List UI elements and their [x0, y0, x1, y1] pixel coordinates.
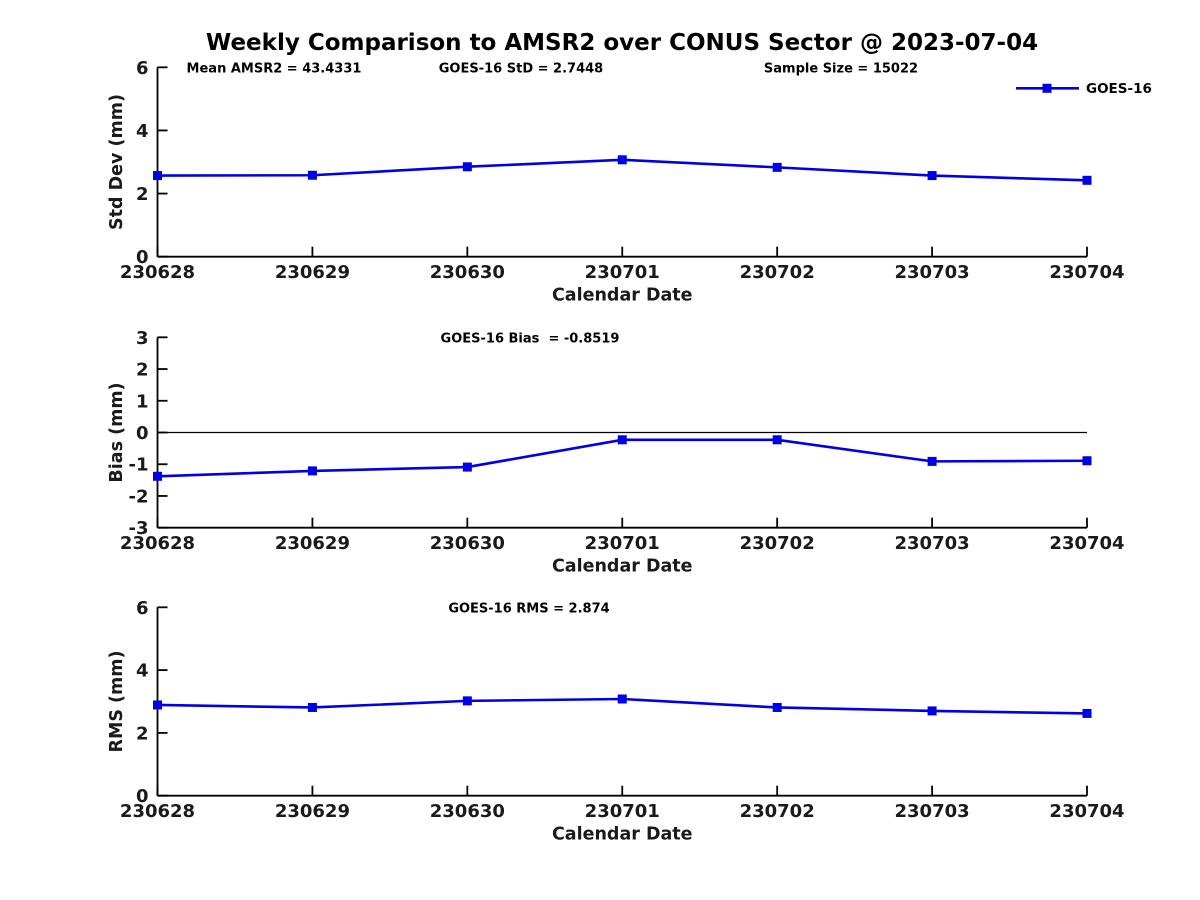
x-tick-label: 230704 — [1049, 533, 1124, 554]
x-tick-label: 230629 — [275, 262, 350, 283]
x-tick-label: 230628 — [120, 262, 195, 283]
y-tick-label: 2 — [136, 723, 149, 744]
stat-annotation: GOES-16 Bias = -0.8519 — [441, 331, 620, 346]
x-tick-label: 230628 — [120, 801, 195, 822]
data-point-marker — [772, 435, 782, 445]
series-line-goes-16 — [157, 438, 1088, 478]
data-point-marker — [307, 702, 317, 712]
x-tick-label: 230701 — [585, 533, 660, 554]
data-point-marker — [462, 462, 472, 472]
y-axis-label: Bias (mm) — [107, 382, 127, 482]
y-tick-label: 3 — [136, 328, 149, 349]
data-point-marker — [307, 466, 317, 476]
legend-label: GOES-16 — [1086, 81, 1152, 97]
y-tick-label: -3 — [129, 518, 149, 539]
subplot-rms: 0 2 4 6 230628 230629 230630 230701 230702 230703… — [107, 598, 1125, 845]
stat-annotation: Mean AMSR2 = 43.4331 — [187, 61, 362, 76]
y-axis-label: Std Dev (mm) — [107, 94, 127, 230]
x-tick-label: 230629 — [275, 801, 350, 822]
data-point-marker — [462, 162, 472, 172]
stat-annotation: GOES-16 StD = 2.7448 — [439, 61, 603, 76]
x-tick-label: 230630 — [430, 533, 505, 554]
x-tick-label: 230701 — [585, 262, 660, 283]
subplot-stddev: 0 2 4 6 230628 230629 230630 230701 230702 230703… — [107, 58, 1152, 306]
x-tick-label: 230704 — [1049, 801, 1124, 822]
data-point-marker — [927, 456, 937, 466]
x-tick-label: 230701 — [585, 801, 660, 822]
x-tick-label: 230628 — [120, 533, 195, 554]
x-axis-label: Calendar Date — [552, 557, 693, 577]
data-point-marker — [772, 162, 782, 172]
y-tick-label: 2 — [136, 360, 149, 381]
y-tick-label: 6 — [136, 58, 149, 79]
y-tick-label: 2 — [136, 184, 149, 205]
x-tick-label: 230704 — [1049, 262, 1124, 283]
y-tick-label: 6 — [136, 598, 149, 619]
stat-annotation: Sample Size = 15022 — [764, 61, 918, 76]
data-point-marker — [1082, 708, 1092, 718]
data-point-marker — [1082, 175, 1092, 185]
data-point-marker — [927, 706, 937, 716]
x-tick-label: 230702 — [740, 801, 815, 822]
y-tick-label: 0 — [136, 786, 149, 807]
data-point-marker — [1082, 456, 1092, 466]
x-tick-label: 230702 — [740, 262, 815, 283]
legend-marker — [1042, 83, 1052, 93]
y-tick-label: 4 — [136, 661, 149, 682]
y-tick-label: 4 — [136, 121, 149, 142]
data-point-marker — [153, 471, 162, 481]
legend: GOES-16 — [1016, 81, 1152, 97]
x-tick-label: 230703 — [895, 801, 970, 822]
x-tick-label: 230702 — [740, 533, 815, 554]
x-tick-label: 230703 — [895, 533, 970, 554]
data-point-marker — [462, 696, 472, 706]
x-tick-label: 230629 — [275, 533, 350, 554]
data-point-marker — [617, 694, 627, 704]
data-point-marker — [153, 171, 162, 181]
figure-title: Weekly Comparison to AMSR2 over CONUS Se… — [205, 30, 1039, 56]
x-tick-label: 230703 — [895, 262, 970, 283]
x-axis-label: Calendar Date — [552, 825, 693, 845]
data-point-marker — [153, 700, 162, 710]
stat-annotation: GOES-16 RMS = 2.874 — [448, 601, 609, 616]
x-tick-label: 230630 — [430, 801, 505, 822]
y-axis-label: RMS (mm) — [107, 650, 127, 752]
y-tick-label: -1 — [129, 455, 149, 476]
y-tick-label: 1 — [136, 391, 149, 412]
data-point-marker — [927, 171, 937, 181]
x-axis-label: Calendar Date — [552, 286, 693, 306]
y-tick-label: 0 — [136, 247, 149, 268]
y-tick-label: -2 — [129, 486, 149, 507]
data-point-marker — [772, 702, 782, 712]
data-point-marker — [617, 435, 627, 445]
y-tick-label: 0 — [136, 423, 149, 444]
x-tick-label: 230630 — [430, 262, 505, 283]
data-point-marker — [307, 170, 317, 180]
data-point-marker — [617, 155, 627, 165]
